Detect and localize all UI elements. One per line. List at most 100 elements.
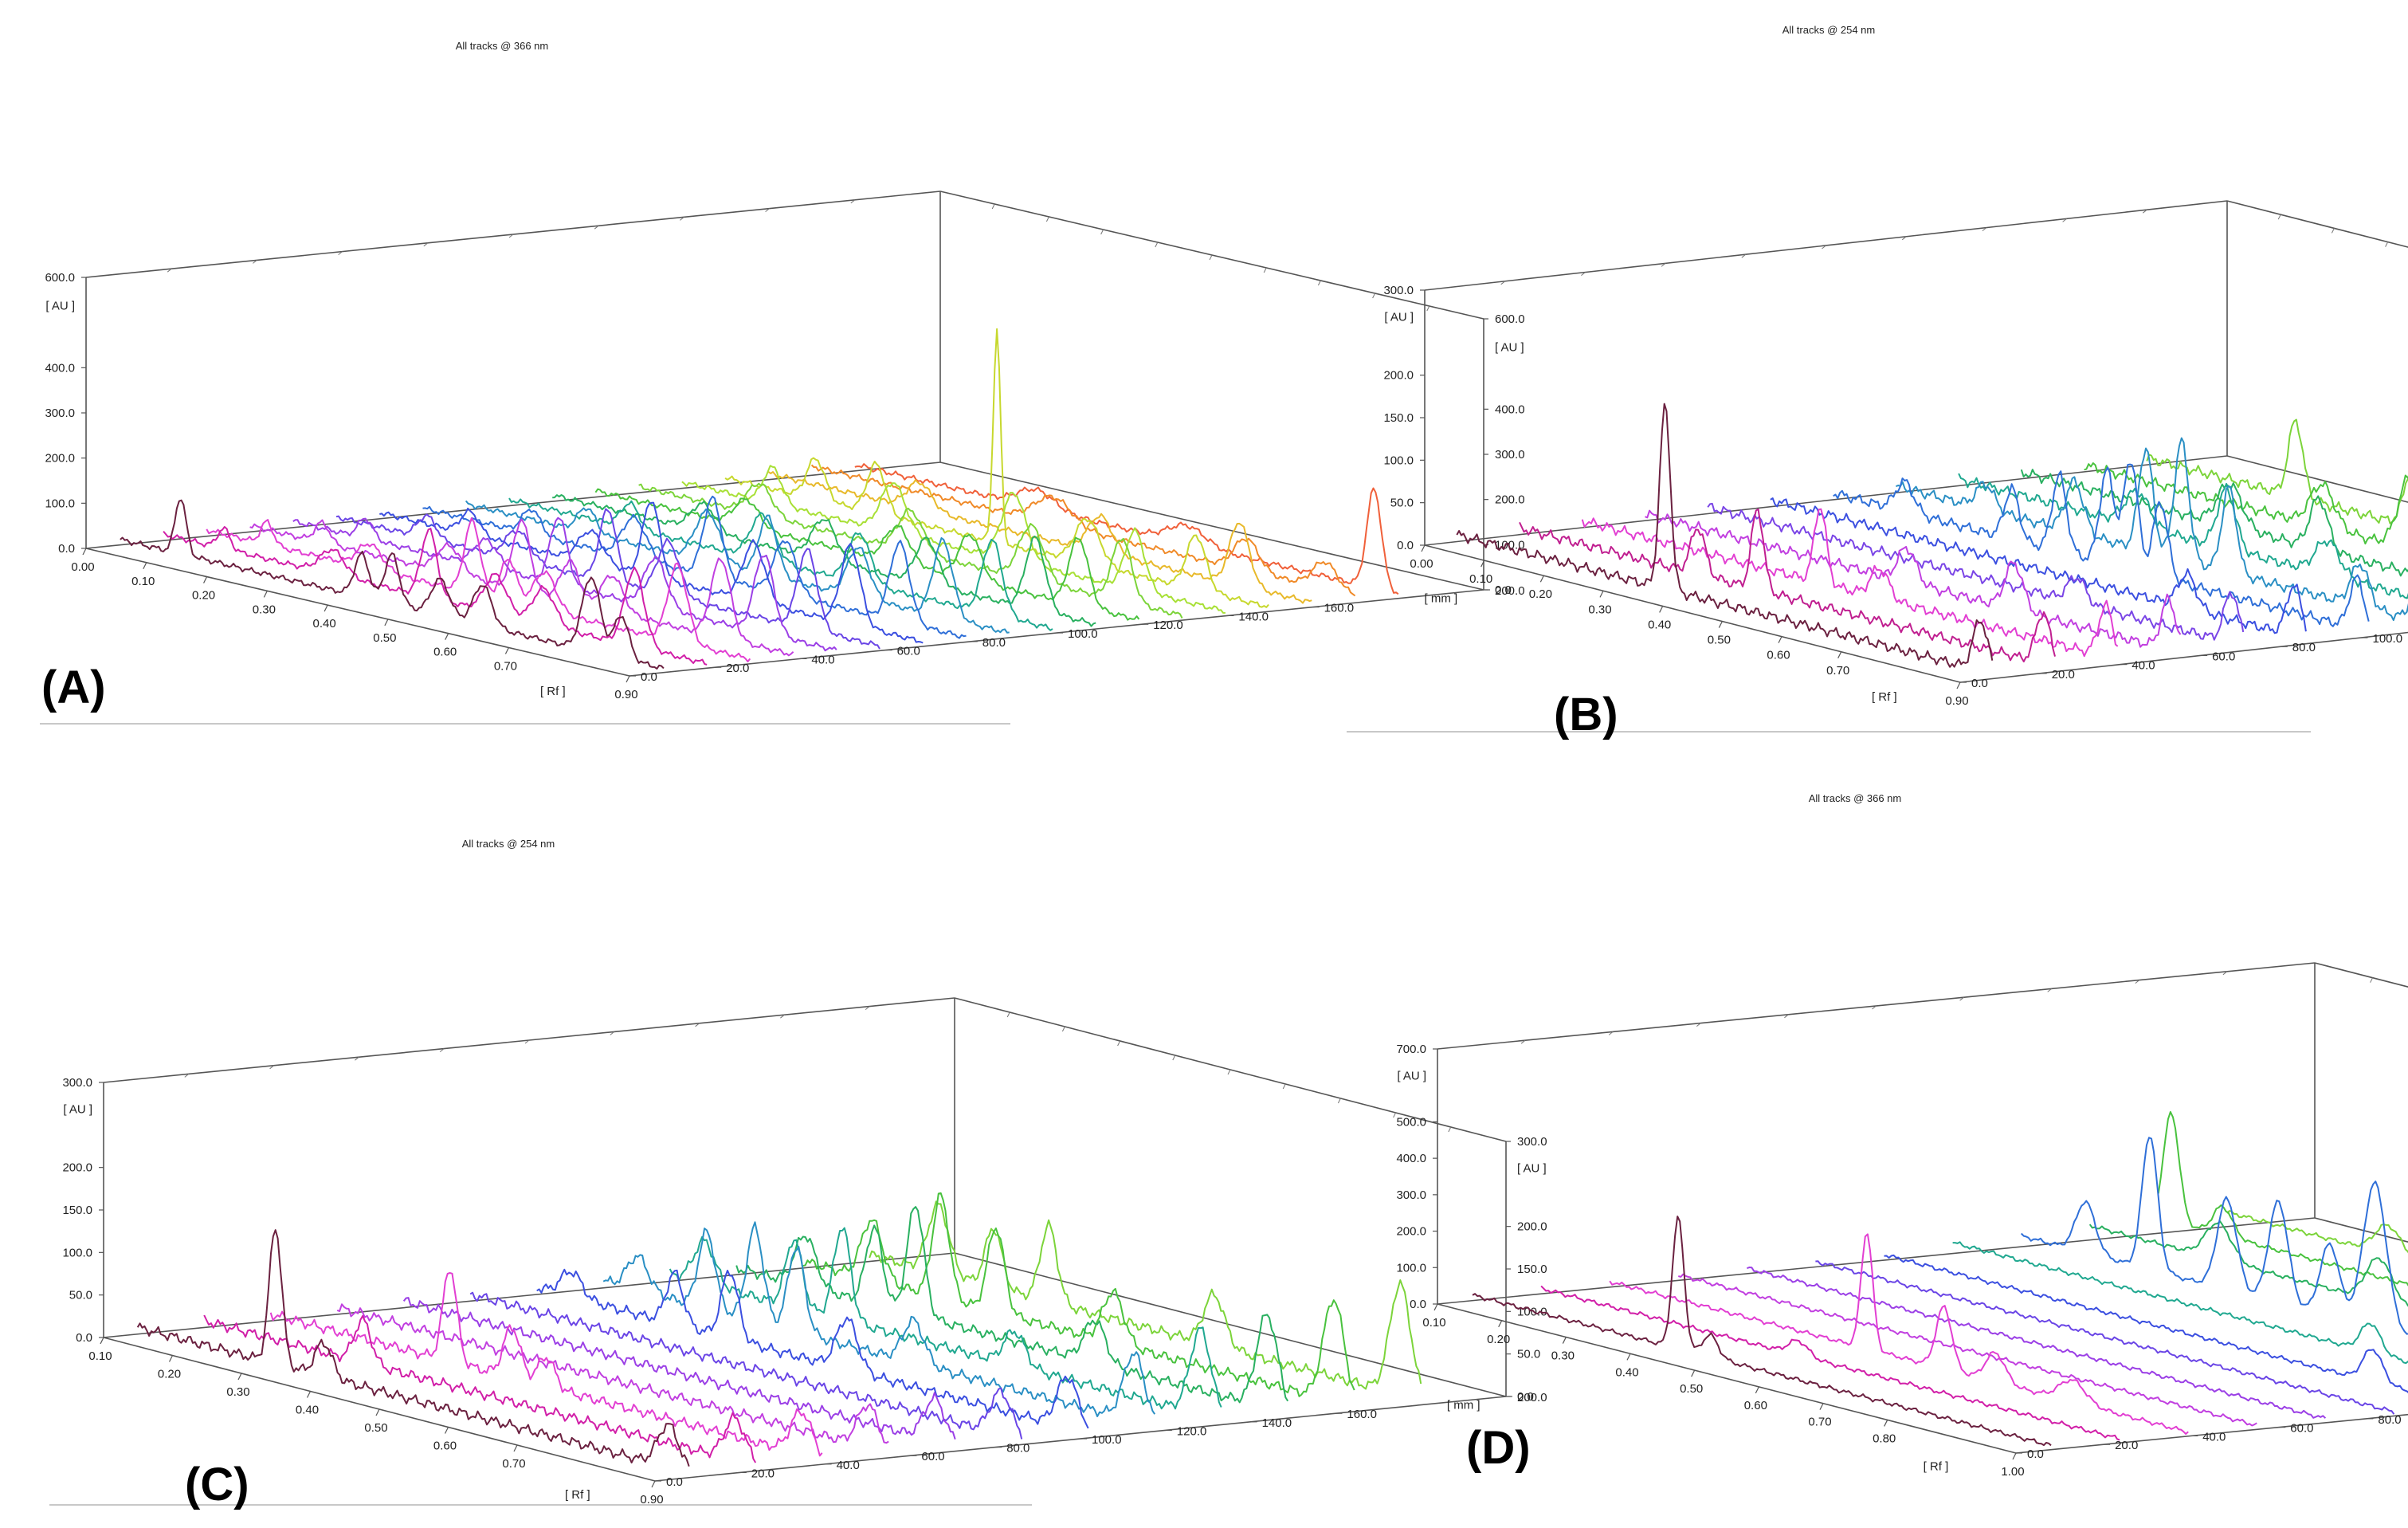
y-tick-label: 300.0 — [1383, 284, 1414, 297]
x-tick-label: 0.90 — [614, 688, 637, 701]
top-edge-tick-mark — [865, 1006, 870, 1010]
y-tick-label: 100.0 — [1383, 454, 1414, 467]
series-line — [465, 500, 1010, 634]
x-tick-label: 0.40 — [1648, 618, 1671, 631]
x-tick-mark — [1599, 591, 1604, 598]
x-tick-label: 1.00 — [2001, 1465, 2024, 1479]
x-tick-label: 0.30 — [226, 1385, 249, 1399]
z-tick-label: 0.0 — [666, 1475, 683, 1489]
series-line — [1707, 502, 2245, 641]
z-axis-line — [2015, 1413, 2408, 1454]
top-edge-tick-mark — [338, 251, 343, 255]
x-tick-mark — [1755, 1386, 1759, 1394]
floor-back-left-line — [1437, 1217, 2316, 1305]
series-line — [163, 526, 708, 666]
x-tick-mark — [384, 619, 389, 627]
x-tick-mark — [445, 633, 449, 640]
x-tick-label: 0.60 — [1767, 649, 1790, 662]
series-line — [469, 1291, 1023, 1440]
y-tick-label: 400.0 — [1396, 1152, 1426, 1165]
y-right-tick-label: 200.0 — [1517, 1220, 1547, 1234]
series-line — [1456, 403, 1994, 668]
series-line — [249, 518, 794, 657]
top-edge-tick-mark — [1959, 996, 1964, 1001]
series-line — [854, 463, 1399, 595]
x-tick-mark — [1433, 1303, 1438, 1311]
series-line — [536, 1268, 1089, 1429]
series-line — [269, 1272, 823, 1457]
back-edge-tick-mark — [1448, 1126, 1452, 1133]
top-edge-tick-mark — [253, 260, 257, 264]
y-tick-label: 0.0 — [58, 542, 75, 556]
y-right-tick-label: 100.0 — [1517, 1305, 1547, 1318]
x-axis-line — [85, 548, 630, 677]
series-line — [2088, 1220, 2408, 1307]
y-tick-label: 300.0 — [62, 1076, 92, 1090]
back-edge-tick-mark — [1061, 1026, 1065, 1032]
top-edge-tick-mark — [1982, 227, 1987, 231]
series-line — [422, 495, 967, 639]
y-tick-label: 0.0 — [1397, 539, 1414, 552]
series-line — [508, 497, 1053, 631]
x-tick-mark — [375, 1408, 380, 1416]
y-tick-label: 0.0 — [1410, 1298, 1426, 1311]
x-tick-label: 0.20 — [1487, 1333, 1510, 1346]
top-edge-tick-mark — [1741, 253, 1747, 258]
top-edge-tick-mark — [524, 1039, 530, 1044]
panel-d: 0.10 0.20 0.30 0.40 0.50 0.60 0.70 0.80 1.00 [ Rf… — [1396, 792, 2408, 1479]
y-tick-label: 200.0 — [62, 1161, 92, 1175]
x-tick-label: 0.50 — [1680, 1382, 1703, 1396]
z-tick-label: 0.0 — [2027, 1447, 2044, 1461]
z-tick-label: 20.0 — [751, 1467, 775, 1480]
back-edge-tick-mark — [2385, 242, 2389, 247]
series-line — [594, 488, 1140, 621]
y-tick-label: 600.0 — [45, 271, 75, 285]
series-line — [203, 1314, 757, 1463]
series-line — [336, 1303, 889, 1444]
y-tick-label: 200.0 — [1383, 369, 1414, 383]
x-tick-mark — [1539, 575, 1544, 583]
y-tick-label: 50.0 — [1390, 497, 1414, 510]
y-right-tick-label: 300.0 — [1517, 1135, 1547, 1149]
series-line — [2020, 469, 2408, 577]
z-tick-label: 160.0 — [1324, 602, 1355, 615]
x-tick-mark — [1819, 1403, 1824, 1410]
z-tick-label: 20.0 — [2115, 1439, 2138, 1452]
y-right-tick-label: 400.0 — [1495, 403, 1525, 416]
top-edge-tick-mark — [780, 1014, 785, 1019]
x-tick-label: 0.10 — [131, 575, 155, 588]
series-line — [1472, 1216, 2052, 1447]
x-tick-label: 0.10 — [88, 1349, 112, 1363]
y-tick-label: 100.0 — [62, 1246, 92, 1259]
x-tick-mark — [1837, 651, 1842, 659]
z-tick-label: 80.0 — [2378, 1413, 2401, 1427]
z-tick-label: 0.0 — [1971, 677, 1988, 690]
floor-back-left-line — [1424, 455, 2228, 546]
top-edge-tick-mark — [167, 268, 172, 273]
x-tick-mark — [1659, 606, 1664, 613]
top-edge-tick-mark — [2222, 971, 2228, 976]
panel-c: 0.10 0.20 0.30 0.40 0.50 0.60 0.70 0.90 [ Rf ] 0.… — [49, 838, 1547, 1510]
z-tick-label: 60.0 — [897, 645, 920, 658]
x-tick-label: 0.60 — [433, 646, 457, 659]
back-edge-tick-mark — [1100, 229, 1104, 235]
x-tick-mark — [444, 1427, 449, 1434]
series-line — [1747, 1267, 2327, 1419]
top-edge-tick-mark — [269, 1065, 274, 1070]
z-tick-label: 40.0 — [811, 653, 834, 666]
series-line — [1581, 508, 2119, 658]
y-right-tick-label: 600.0 — [1495, 312, 1525, 326]
top-edge-tick-mark — [439, 1048, 445, 1052]
y-tick-label: 0.0 — [76, 1331, 92, 1345]
x-tick-mark — [324, 604, 328, 612]
floor-back-left-line — [85, 462, 941, 549]
z-tick-label: 80.0 — [2292, 641, 2316, 654]
series-line — [1952, 1241, 2408, 1365]
z-tick-label: 200.0 — [1495, 584, 1525, 598]
y-axis-title: [ AU ] — [45, 300, 75, 313]
z-tick-label: 120.0 — [1153, 619, 1183, 632]
back-edge-tick-mark — [2277, 214, 2281, 220]
top-edge-tick-mark — [1500, 281, 1506, 285]
back-edge-tick-mark — [1227, 1069, 1231, 1075]
x-tick-label: 0.00 — [71, 560, 94, 574]
